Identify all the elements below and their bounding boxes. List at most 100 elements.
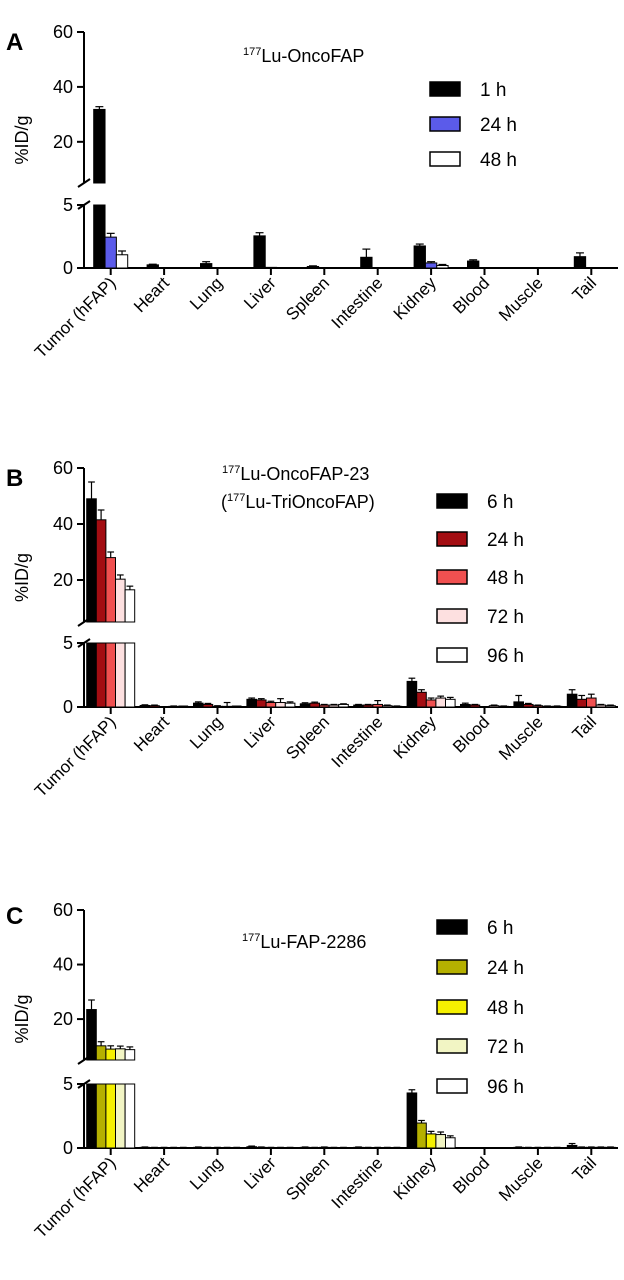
bar [246, 1146, 257, 1149]
bar [115, 1083, 126, 1149]
y-tick-label: 20 [53, 1009, 73, 1029]
bar [406, 680, 418, 708]
x-tick-label: Muscle [495, 1153, 547, 1205]
x-tick-label: Tail [569, 712, 600, 743]
bar [115, 1048, 126, 1061]
y-tick-label: 40 [53, 514, 73, 534]
bar [275, 702, 286, 708]
legend-label: 48 h [487, 568, 524, 589]
bar [115, 254, 129, 269]
bar [595, 704, 607, 708]
title-superscript: 177 [242, 932, 260, 944]
bar [86, 1009, 97, 1061]
bar [193, 702, 204, 708]
legend-swatch [436, 493, 468, 509]
bar [253, 235, 266, 269]
x-tick-label: Heart [130, 712, 173, 755]
x-tick-label: Spleen [282, 1153, 333, 1204]
bar [93, 108, 106, 184]
x-tick-label: Spleen [282, 712, 333, 763]
y-tick-label: 60 [53, 900, 73, 920]
bar [436, 264, 449, 269]
bar [513, 701, 525, 708]
bar [146, 264, 159, 269]
bar [105, 642, 117, 708]
subtitle-superscript: 177 [227, 492, 245, 504]
x-tick-label: Tail [569, 273, 600, 304]
chart-subtitle: (177Lu-TriOncoFAP) [221, 492, 375, 512]
bar [424, 262, 438, 269]
bar [328, 704, 340, 708]
bar [284, 702, 296, 708]
bar [566, 693, 578, 708]
bar [425, 699, 437, 708]
legend-label: 72 h [487, 1037, 524, 1058]
legend-swatch [436, 959, 468, 975]
legend-swatch [429, 81, 461, 97]
bar [338, 703, 349, 708]
x-tick-label: Tumor (hFAP) [31, 273, 119, 361]
legend-label: 48 h [480, 150, 517, 171]
title-superscript: 177 [222, 464, 240, 476]
bar [445, 698, 456, 708]
bar [105, 557, 117, 623]
x-tick-label: Lung [186, 712, 226, 752]
y-axis-label: %ID/g [12, 115, 32, 164]
bar [360, 256, 373, 269]
legend-label: 24 h [487, 958, 524, 979]
y-tick-label: 60 [53, 22, 73, 42]
legend-label: 96 h [487, 1077, 524, 1098]
bar [95, 1045, 107, 1061]
bar [573, 256, 587, 269]
subtitle-text: Lu-TriOncoFAP) [245, 492, 374, 512]
legend-label: 24 h [480, 115, 517, 136]
bar [95, 1083, 107, 1149]
bar [105, 1083, 117, 1149]
legend-swatch [429, 151, 461, 167]
panel-letter: C [6, 903, 23, 930]
x-tick-label: Lung [186, 1153, 226, 1193]
title-text: Lu-OncoFAP [261, 46, 364, 66]
bar [256, 699, 267, 708]
panel-c: C 177Lu-FAP-2286 20 40 60 0 5 %ID/g Tumor (hFAP)… [6, 900, 618, 1242]
y-axis-label: %ID/g [12, 994, 32, 1043]
x-tick-label: Heart [130, 273, 173, 316]
bar [445, 1137, 456, 1149]
y-tick-label: 0 [63, 1138, 73, 1158]
bar [246, 698, 257, 708]
bar [532, 705, 544, 708]
x-tick-label: Spleen [282, 273, 333, 324]
bar [435, 1134, 446, 1149]
x-tick-label: Blood [449, 1153, 493, 1197]
panel-a: A 177Lu-OncoFAP 20 40 60 0 5 %ID/g Tumor (hFAP) H… [6, 22, 618, 362]
bar [467, 260, 480, 269]
bar [221, 705, 233, 708]
legend-swatch [436, 1038, 468, 1054]
bar [372, 703, 383, 708]
bar [416, 691, 427, 708]
bar [488, 705, 500, 708]
chart-title: 177Lu-FAP-2286 [242, 932, 366, 952]
y-tick-label: 60 [53, 458, 73, 478]
bar [149, 705, 160, 708]
title-superscript: 177 [243, 46, 261, 58]
chart-title: 177Lu-OncoFAP-23 [222, 464, 369, 484]
bar [212, 705, 223, 708]
legend-swatch [436, 569, 468, 585]
x-tick-label: Intestine [328, 273, 387, 332]
x-tick-label: Heart [130, 1153, 173, 1196]
legend-label: 96 h [487, 646, 524, 667]
panel-letter: A [6, 29, 23, 56]
x-tick-label: Intestine [328, 1153, 387, 1212]
bar [319, 704, 330, 708]
x-tick-label: Muscle [495, 273, 547, 325]
bar [435, 697, 446, 708]
y-tick-label: 5 [63, 1074, 73, 1094]
bar [586, 697, 597, 708]
bar [413, 245, 426, 269]
bar [124, 642, 136, 708]
bar [86, 642, 97, 708]
subtitle-paren: ( [221, 492, 227, 512]
y-tick-label: 40 [53, 955, 73, 975]
x-tick-label: Kidney [390, 1153, 441, 1204]
